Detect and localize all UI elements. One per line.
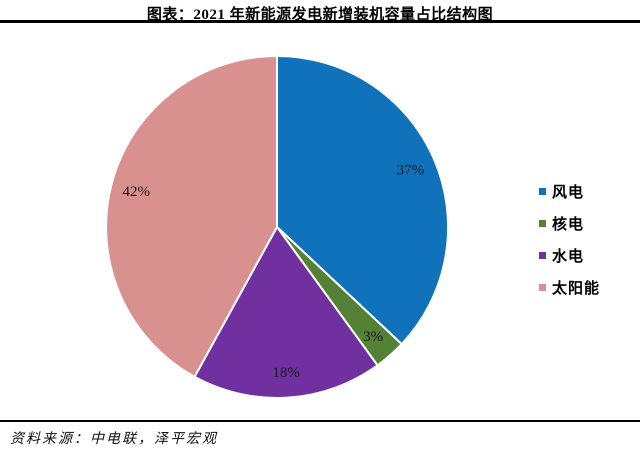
legend-item-hydro: 水电	[539, 239, 600, 271]
pie-slice-3	[105, 55, 278, 378]
pie-slice-0	[276, 55, 450, 346]
pie-slice-2	[193, 226, 379, 399]
legend-marker-wind-icon	[539, 187, 546, 195]
legend-marker-hydro-icon	[539, 251, 546, 259]
legend-marker-nuclear-icon	[539, 219, 546, 227]
chart-title: 图表：2021 年新能源发电新增装机容量占比结构图	[146, 7, 494, 23]
legend-item-wind: 风电	[539, 175, 600, 207]
legend-item-nuclear: 核电	[539, 207, 600, 239]
source-note: 资料来源：中电联，泽平宏观	[10, 432, 218, 447]
legend-label-hydro: 水电	[552, 248, 585, 265]
pie-slice-label-1: 3%	[363, 329, 383, 345]
legend-label-solar: 太阳能	[552, 280, 601, 297]
legend-label-wind: 风电	[552, 184, 585, 201]
pie-slice-label-0: 37%	[397, 162, 425, 178]
legend-label-nuclear: 核电	[552, 216, 585, 233]
pie-slice-label-2: 18%	[272, 365, 300, 381]
pie-slice-label-3: 42%	[122, 184, 150, 200]
legend-item-solar: 太阳能	[539, 271, 600, 303]
legend-marker-solar-icon	[539, 283, 546, 291]
source-divider-rule	[0, 420, 640, 422]
legend: 风电 核电 水电 太阳能	[539, 175, 600, 303]
title-divider-rule	[0, 20, 640, 23]
